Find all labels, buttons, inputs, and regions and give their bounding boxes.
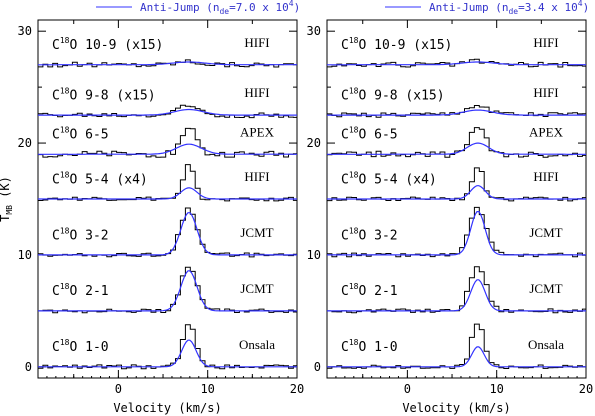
model-spectrum [38,143,297,155]
x-tick-label: 0 [115,382,122,396]
right-chart: 0 10 20 0 10 20 30 Velocity (km/s) Anti-Jump (nd… [307,0,594,415]
legend-label: Anti-Jump (nde=7.0 x 104) [140,0,300,16]
telescope-label: JCMT [529,225,562,240]
transition-label: C18O 10-9 (x15) [52,36,163,53]
y-tick-label: 30 [18,24,32,38]
model-spectrum [327,279,586,312]
model-spectrum [38,212,297,256]
y-tick-label: 10 [18,248,32,262]
transition-label: C18O 6-5 [52,126,109,143]
transition-label: C18O 9-8 (x15) [341,86,445,103]
y-tick-label: 20 [307,136,321,150]
telescope-label: JCMT [240,225,273,240]
transition-label: C18O 3-2 [341,226,398,243]
x-tick-label: 10 [200,382,214,396]
x-axis-label: Velocity (km/s) [113,401,221,415]
model-spectrum [38,270,297,312]
model-spectrum [327,142,586,155]
y-tick-label: 10 [307,248,321,262]
left-chart: 0 10 20 0 10 20 30 Velocity (km/s) TMB (K) Anti-J… [0,0,304,415]
transition-label: C18O 2-1 [52,282,109,299]
telescope-label: APEX [529,124,564,139]
transition-label: C18O 1-0 [52,338,109,355]
transition-label: C18O 5-4 (x4) [341,170,437,187]
y-tick-label: 20 [18,136,32,150]
x-tick-label: 20 [579,382,593,396]
telescope-label: JCMT [529,281,562,296]
observed-spectrum [38,104,297,119]
x-tick-label: 10 [489,382,503,396]
transition-label: C18O 3-2 [52,226,109,243]
telescope-label: APEX [240,124,275,139]
legend-label: Anti-Jump (nde=3.4 x 104) [429,0,589,16]
y-axis-label: TMB (K) [0,176,14,222]
y-tick-label: 30 [307,24,321,38]
telescope-label: HIFI [244,85,269,100]
y-tick-label: 0 [25,360,32,374]
model-spectrum [327,346,586,368]
model-spectrum [38,108,297,116]
telescope-label: HIFI [533,169,558,184]
telescope-label: Onsala [528,337,564,352]
model-spectrum [327,61,586,66]
transition-label: C18O 9-8 (x15) [52,86,156,103]
model-spectrum [38,187,297,200]
telescope-label: HIFI [533,85,558,100]
model-spectrum [327,109,586,116]
transition-label: C18O 1-0 [341,338,398,355]
model-spectrum [38,61,297,66]
model-spectrum [327,185,586,200]
transition-label: C18O 6-5 [341,126,398,143]
telescope-label: JCMT [240,281,273,296]
transition-label: C18O 5-4 (x4) [52,170,148,187]
transition-label: C18O 10-9 (x15) [341,36,452,53]
x-axis-label: Velocity (km/s) [402,401,510,415]
transition-label: C18O 2-1 [341,282,398,299]
telescope-label: HIFI [244,169,269,184]
telescope-label: Onsala [239,337,275,352]
y-tick-label: 0 [314,360,321,374]
model-spectrum [327,211,586,256]
model-spectrum [38,339,297,368]
x-tick-label: 0 [404,382,411,396]
telescope-label: HIFI [533,35,558,50]
x-tick-label: 20 [290,382,304,396]
telescope-label: HIFI [244,35,269,50]
